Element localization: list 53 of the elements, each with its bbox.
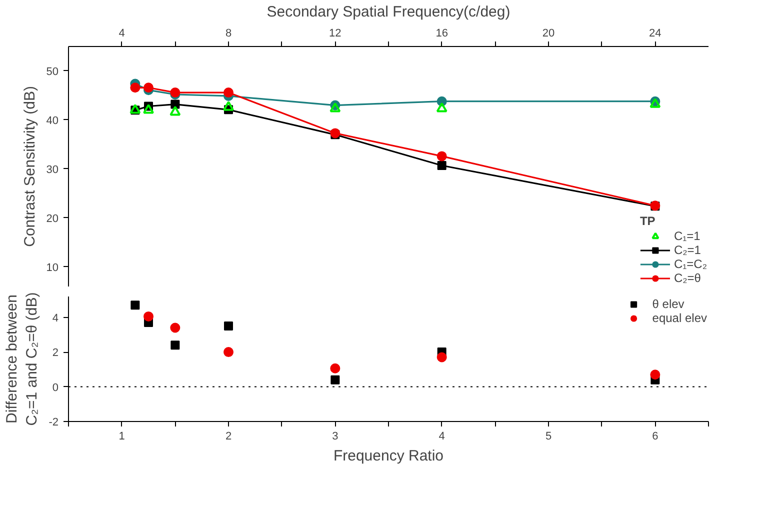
x2-axis-title: Secondary Spatial Frequency(c/deg) — [266, 4, 510, 20]
point — [223, 101, 234, 111]
point — [170, 340, 180, 350]
x-tick-label: 6 — [652, 430, 658, 442]
point — [436, 102, 448, 112]
legend-label: C₁=C₂ — [674, 257, 707, 271]
x-axis-title: Frequency Ratio — [333, 448, 444, 464]
point — [144, 311, 154, 322]
y-tick-label: 20 — [46, 212, 59, 225]
y-tick-label: 10 — [46, 262, 59, 274]
x-tick-label: 2 — [225, 430, 232, 442]
y-tick-label: 4 — [52, 312, 59, 324]
legend-label: C₂=θ — [674, 271, 701, 285]
y-tick-label: 30 — [46, 164, 59, 176]
point — [170, 106, 181, 116]
x-tick-label: 5 — [545, 430, 552, 442]
x-tick-label: 1 — [118, 430, 125, 442]
legend-label: equal elev — [652, 311, 707, 325]
point — [144, 82, 154, 93]
point — [143, 104, 154, 114]
point — [224, 347, 234, 358]
point — [330, 102, 341, 112]
y-tick-label: 50 — [46, 66, 59, 78]
legend-label: θ elev — [652, 297, 684, 311]
x2-tick-label: 16 — [436, 28, 448, 40]
x-tick-label: 3 — [332, 430, 338, 442]
point — [330, 363, 340, 374]
y-tick-label: 2 — [52, 347, 59, 360]
x2-tick-label: 4 — [118, 28, 125, 40]
point — [170, 322, 180, 333]
y-tick-label: 0 — [52, 382, 59, 394]
point — [130, 82, 140, 93]
y-tick-label: 40 — [46, 114, 59, 127]
point — [436, 151, 447, 162]
legend-label: C₁=1 — [674, 229, 700, 243]
point — [436, 352, 447, 362]
legend-label: C₂=1 — [674, 243, 701, 257]
legend-title: TP — [640, 214, 656, 228]
y-axis-title: Contrast Sensitivity (dB) — [21, 86, 38, 247]
point — [650, 370, 660, 380]
point — [170, 100, 180, 109]
point — [224, 322, 233, 331]
point — [224, 88, 234, 98]
x2-tick-label: 24 — [649, 28, 662, 40]
x2-tick-label: 8 — [225, 28, 232, 40]
x2-tick-label: 12 — [329, 28, 342, 40]
y-axis-title: Difference between C₂=1 and C₂=θ (dB) — [3, 292, 41, 426]
y-tick-label: -2 — [48, 416, 58, 428]
x-tick-label: 4 — [438, 430, 445, 442]
x2-tick-label: 20 — [542, 28, 555, 40]
point — [330, 375, 340, 384]
point — [437, 161, 446, 170]
point — [130, 300, 140, 310]
